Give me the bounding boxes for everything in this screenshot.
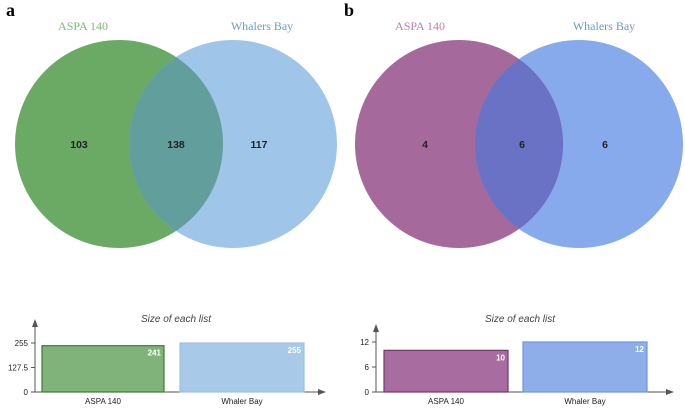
panel-a-bar-chart: Size of each list 255 127.5 0 241 255 AS…	[8, 314, 326, 406]
panel-a-label: a	[6, 0, 15, 20]
panel-b-bar-chart: Size of each list 12 6 0 10 12 ASPA 140 …	[360, 314, 674, 406]
panel-b-set-left-title: ASPA 140	[395, 19, 445, 33]
panel-a-venn: ASPA 140 Whalers Bay 103 138 117	[15, 19, 337, 248]
panel-b-bar-value-whaler-bay: 12	[635, 345, 644, 354]
panel-a-bar-whaler-bay	[179, 342, 305, 393]
panel-a-bar-aspa-140	[41, 345, 165, 393]
panel-b: b ASPA 140 Whalers Bay 4 6 6 Size of eac…	[344, 0, 683, 406]
panel-b-count-left-only: 4	[422, 139, 428, 151]
panel-a-x-axis-arrow	[318, 389, 326, 395]
panel-a-y-tick-label: 127.5	[8, 364, 29, 373]
panel-b-label: b	[344, 0, 354, 20]
panel-b-count-overlap: 6	[519, 139, 525, 151]
panel-b-category-label-whaler-bay: Whaler Bay	[564, 397, 605, 406]
panel-b-category-label-aspa-140: ASPA 140	[428, 397, 464, 406]
panel-b-set-right-title: Whalers Bay	[573, 19, 635, 33]
panel-b-overlap-region	[474, 59, 564, 229]
panel-a-y-tick-label: 255	[15, 339, 29, 348]
panel-b-count-right-only: 6	[602, 139, 608, 151]
panel-a-overlap-region	[128, 57, 224, 231]
panel-a-count-overlap: 138	[167, 139, 185, 151]
panel-a: a ASPA 140 Whalers Bay 103 138 117 Size …	[6, 0, 337, 406]
panel-a-category-label-whaler-bay: Whaler Bay	[221, 397, 262, 406]
panel-b-y-tick-label: 12	[360, 338, 369, 347]
panel-b-y-axis-arrow	[373, 324, 379, 332]
panel-b-bar-whaler-bay	[522, 341, 648, 393]
panel-b-x-axis-arrow	[666, 389, 674, 395]
panel-a-y-axis-arrow	[32, 319, 38, 327]
panel-b-bar-value-aspa-140: 10	[496, 353, 505, 362]
panel-a-chart-title: Size of each list	[141, 314, 212, 325]
panel-a-y-tick-label: 0	[24, 388, 29, 397]
panel-a-count-left-only: 103	[70, 139, 88, 151]
panel-b-venn: ASPA 140 Whalers Bay 4 6 6	[355, 19, 683, 248]
panel-b-bar-aspa-140	[383, 349, 509, 393]
panel-b-y-tick-label: 6	[365, 363, 370, 372]
panel-a-count-right-only: 117	[251, 139, 268, 151]
panel-a-category-label-aspa-140: ASPA 140	[85, 397, 121, 406]
panel-b-y-tick-label: 0	[365, 388, 370, 397]
panel-a-set-right-title: Whalers Bay	[231, 19, 293, 33]
panel-a-bar-value-whaler-bay: 255	[288, 346, 302, 355]
panel-a-set-left-title: ASPA 140	[58, 19, 108, 33]
panel-a-bar-value-aspa-140: 241	[148, 349, 162, 358]
panel-b-chart-title: Size of each list	[485, 314, 556, 325]
